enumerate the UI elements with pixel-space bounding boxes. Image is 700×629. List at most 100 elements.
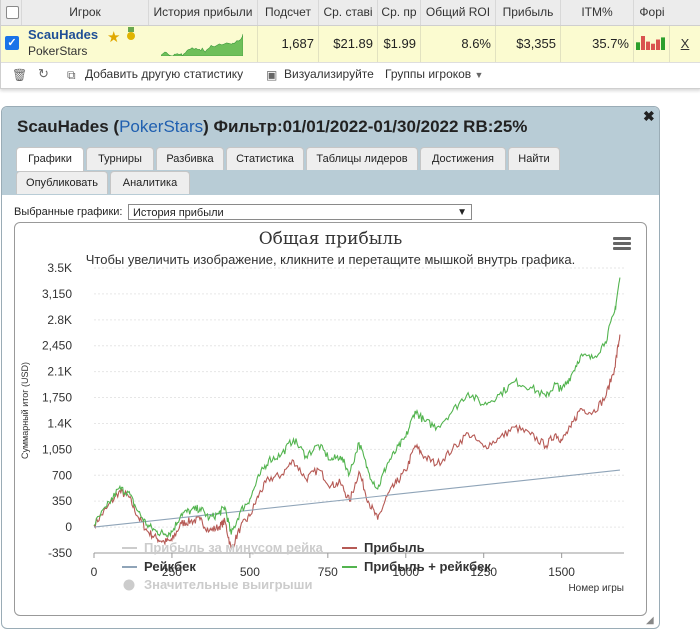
image-icon[interactable]: ▣ <box>266 68 278 82</box>
y-tick-label: 2.8K <box>47 313 72 327</box>
close-icon[interactable]: ✖ <box>643 108 655 124</box>
y-axis-label: Суммарный итог (USD) <box>20 362 30 459</box>
trash-icon[interactable]: 🗑 <box>12 68 28 82</box>
col-avg-stake[interactable]: Ср. ставі <box>318 0 377 25</box>
tab-search[interactable]: Найти <box>508 147 560 170</box>
table-row[interactable]: ✓ ScauHades PokerStars ★ 1,687 $21.89 $1… <box>1 26 700 63</box>
tab-analytics[interactable]: Аналитика <box>110 171 190 194</box>
form-bar <box>646 41 650 50</box>
x-tick-label: 1250 <box>470 565 497 579</box>
chevron-down-icon: ▼ <box>457 207 467 218</box>
dialog-header: ScauHades (PokerStars) Фильтр:01/01/2022… <box>2 107 659 195</box>
tab-breakdown[interactable]: Разбивка <box>156 147 224 170</box>
tab-publish[interactable]: Опубликовать <box>16 171 108 194</box>
copy-icon[interactable]: ⧉ <box>67 68 76 82</box>
visualize-button[interactable]: Визуализируйте <box>284 67 374 81</box>
charts-select-label: Выбранные графики: <box>14 206 123 218</box>
svg-text:Значительные выигрыши: Значительные выигрыши <box>144 577 312 592</box>
player-groups-dropdown[interactable]: Группы игроков ▼ <box>385 67 483 81</box>
col-avg-profit[interactable]: Ср. пр <box>377 0 420 25</box>
form-bar <box>636 42 640 50</box>
y-tick-label: 1.4K <box>47 416 72 430</box>
charts-select[interactable]: История прибыли ▼ <box>128 204 472 220</box>
y-tick-label: 0 <box>65 520 72 534</box>
chevron-down-icon: ▼ <box>474 70 484 80</box>
y-tick-label: 2,450 <box>42 339 72 353</box>
series-profit-line[interactable] <box>93 334 621 550</box>
row-checkbox[interactable]: ✓ <box>5 36 19 50</box>
player-groups-label: Группы игроков <box>385 67 472 81</box>
svg-text:Прибыль: Прибыль <box>364 540 425 555</box>
form-bar <box>656 39 660 50</box>
chart-subtitle: Чтобы увеличить изображение, кликните и … <box>85 252 576 267</box>
form-cell <box>633 26 669 62</box>
x-tick-label: 1500 <box>548 565 575 579</box>
legend-profit[interactable]: Прибыль <box>342 540 425 555</box>
col-player[interactable]: Игрок <box>21 0 148 25</box>
svg-text:Прибыль + рейкбек: Прибыль + рейкбек <box>364 559 491 574</box>
itm-value: 35.7% <box>560 26 633 62</box>
count-value: 1,687 <box>257 26 318 62</box>
medal-icon <box>127 27 135 40</box>
select-all-checkbox[interactable] <box>6 6 19 19</box>
svg-text:Рейкбек: Рейкбек <box>144 559 196 574</box>
avg-profit-value: $1.99 <box>377 26 420 62</box>
resize-grip-icon[interactable]: ◢ <box>646 615 654 626</box>
form-bar <box>661 37 665 50</box>
x-tick-label: 0 <box>91 565 98 579</box>
player-name-link[interactable]: ScauHades <box>28 27 99 42</box>
tab-charts[interactable]: Графики <box>16 147 84 171</box>
title-site-link[interactable]: PokerStars <box>119 117 204 136</box>
y-tick-label: 350 <box>52 494 72 508</box>
col-form[interactable]: Форі <box>633 0 670 25</box>
roi-value: 8.6% <box>420 26 495 62</box>
tab-tournaments[interactable]: Турниры <box>86 147 154 170</box>
col-count[interactable]: Подсчет <box>257 0 318 25</box>
y-tick-label: 1,050 <box>42 442 72 456</box>
form-bar <box>651 43 655 50</box>
add-stats-button[interactable]: Добавить другую статистику <box>85 67 244 81</box>
legend-big-wins[interactable]: Значительные выигрыши <box>123 577 313 592</box>
remove-player-button[interactable]: X <box>669 26 700 62</box>
svg-text:Прибыль за минусом рейка: Прибыль за минусом рейка <box>144 540 324 555</box>
chart-title: Общая прибыль <box>258 229 403 249</box>
profit-value: $3,355 <box>495 26 560 62</box>
stats-panel: Игрок История прибыли Подсчет Ср. ставі … <box>0 0 700 89</box>
title-player-name: ScauHades <box>17 117 109 136</box>
series-rakeback-line[interactable] <box>93 469 621 528</box>
legend-profit-minus-rake[interactable]: Прибыль за минусом рейка <box>122 540 324 555</box>
chart-plot-area[interactable]: -350 0 350 700 1,050 1.4K 1,750 2.1K 2,450 2.8K 3,… <box>15 223 646 615</box>
avg-stake-value: $21.89 <box>318 26 377 62</box>
y-tick-label: 3.5K <box>47 261 72 275</box>
stats-toolbar: 🗑 ↻ ⧉ Добавить другую статистику ▣ Визуа… <box>1 63 700 87</box>
form-bars <box>636 36 665 50</box>
col-itm[interactable]: ITM% <box>560 0 633 25</box>
tab-achievements[interactable]: Достижения <box>420 147 506 170</box>
y-tick-label: 1,750 <box>42 391 72 405</box>
y-tick-label: 3,150 <box>42 287 72 301</box>
legend-profit-plus-rakeback[interactable]: Прибыль + рейкбек <box>342 559 491 574</box>
star-icon[interactable]: ★ <box>107 29 121 46</box>
x-tick-label: 250 <box>162 565 182 579</box>
tab-leaderboards[interactable]: Таблицы лидеров <box>306 147 418 170</box>
col-history[interactable]: История прибыли <box>148 0 257 25</box>
x-tick-label: 500 <box>240 565 260 579</box>
tab-statistics[interactable]: Статистика <box>226 147 304 170</box>
x-axis-label: Номер игры <box>568 583 624 594</box>
x-tick-label: 750 <box>318 565 338 579</box>
profit-chart[interactable]: Общая прибыль Чтобы увеличить изображени… <box>14 222 647 616</box>
col-roi[interactable]: Общий ROI <box>420 0 495 25</box>
menu-icon[interactable] <box>613 237 631 251</box>
y-tick-label: -350 <box>48 546 72 560</box>
profit-sparkline <box>161 33 243 56</box>
y-tick-label: 700 <box>52 468 72 482</box>
form-bar <box>641 36 645 50</box>
y-tick-label: 2.1K <box>47 365 72 379</box>
col-profit[interactable]: Прибыль <box>495 0 560 25</box>
title-filter: Фильтр:01/01/2022-01/30/2022 RB:25% <box>213 117 528 136</box>
player-site: PokerStars <box>28 44 88 58</box>
legend-rakeback[interactable]: Рейкбек <box>122 559 196 574</box>
series-profit-plus-rakeback-line[interactable] <box>93 277 621 538</box>
player-stats-dialog: ScauHades (PokerStars) Фильтр:01/01/2022… <box>1 106 660 629</box>
refresh-icon[interactable]: ↻ <box>38 66 49 81</box>
